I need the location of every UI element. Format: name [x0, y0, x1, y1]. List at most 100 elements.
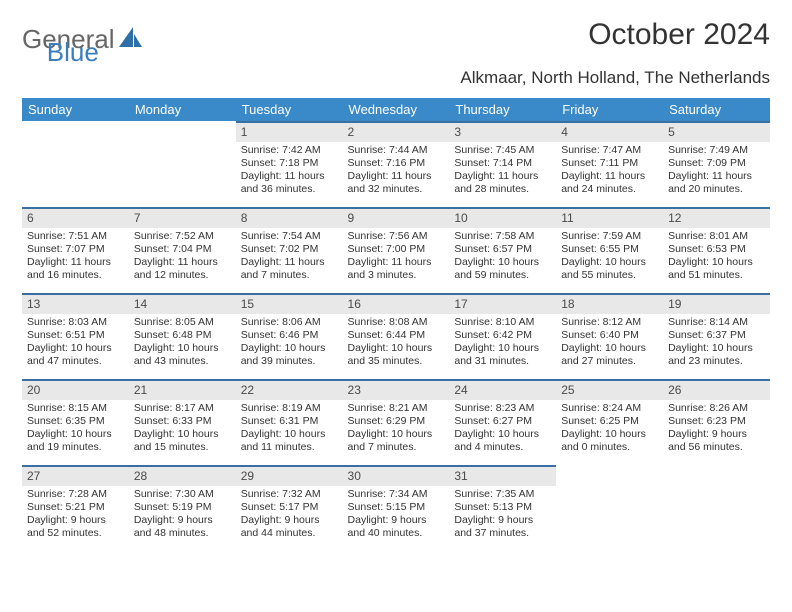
sunrise-line: Sunrise: 7:45 AM — [454, 144, 551, 157]
daylight-line: Daylight: 10 hours and 35 minutes. — [348, 342, 445, 368]
calendar-day-cell: 7Sunrise: 7:52 AMSunset: 7:04 PMDaylight… — [129, 207, 236, 293]
sunset-line: Sunset: 6:55 PM — [561, 243, 658, 256]
sunrise-line: Sunrise: 7:51 AM — [27, 230, 124, 243]
sunrise-line: Sunrise: 8:12 AM — [561, 316, 658, 329]
sunset-line: Sunset: 7:00 PM — [348, 243, 445, 256]
weekday-header: Sunday — [22, 98, 129, 121]
day-number: 5 — [663, 121, 770, 142]
sunset-line: Sunset: 6:44 PM — [348, 329, 445, 342]
calendar-day-cell: 22Sunrise: 8:19 AMSunset: 6:31 PMDayligh… — [236, 379, 343, 465]
daylight-line: Daylight: 10 hours and 23 minutes. — [668, 342, 765, 368]
calendar-day-cell: 23 Sunrise: 8:21 AMSunset: 6:29 PMDayligh… — [343, 379, 450, 465]
page-title: October 2024 — [588, 18, 770, 52]
sunset-line: Sunset: 7:18 PM — [241, 157, 338, 170]
calendar-day-cell: 24Sunrise: 8:23 AMSunset: 6:27 PMDayligh… — [449, 379, 556, 465]
sunrise-line: Sunrise: 8:17 AM — [134, 402, 231, 415]
weekday-header: Tuesday — [236, 98, 343, 121]
daylight-line: Daylight: 10 hours and 0 minutes. — [561, 428, 658, 454]
calendar-day-cell: 20Sunrise: 8:15 AMSunset: 6:35 PMDayligh… — [22, 379, 129, 465]
sunrise-line: Sunrise: 7:30 AM — [134, 488, 231, 501]
day-details: Sunrise: 8:23 AMSunset: 6:27 PMDaylight:… — [449, 400, 556, 459]
calendar-day-cell: 18Sunrise: 8:12 AMSunset: 6:40 PMDayligh… — [556, 293, 663, 379]
calendar-day-cell: 26Sunrise: 8:26 AMSunset: 6:23 PMDayligh… — [663, 379, 770, 465]
weekday-header: Thursday — [449, 98, 556, 121]
day-number: 16 — [343, 293, 450, 314]
day-details: Sunrise: 7:49 AMSunset: 7:09 PMDaylight:… — [663, 142, 770, 201]
day-number: 30 — [343, 465, 450, 486]
day-number: 23 — [343, 379, 450, 400]
sunset-line: Sunset: 6:42 PM — [454, 329, 551, 342]
logo-sail-icon — [119, 27, 143, 49]
day-number: 27 — [22, 465, 129, 486]
calendar-day-cell: 31Sunrise: 7:35 AMSunset: 5:13 PMDayligh… — [449, 465, 556, 551]
day-details: Sunrise: 8:03 AMSunset: 6:51 PMDaylight:… — [22, 314, 129, 373]
sunset-line: Sunset: 7:11 PM — [561, 157, 658, 170]
calendar-body: ....1Sunrise: 7:42 AMSunset: 7:18 PMDayl… — [22, 121, 770, 551]
sunset-line: Sunset: 6:35 PM — [27, 415, 124, 428]
daylight-line: Daylight: 10 hours and 15 minutes. — [134, 428, 231, 454]
calendar-day-cell: .. — [663, 465, 770, 551]
day-number: 17 — [449, 293, 556, 314]
sunset-line: Sunset: 6:29 PM — [348, 415, 445, 428]
sunrise-line: Sunrise: 7:42 AM — [241, 144, 338, 157]
sunset-line: Sunset: 7:09 PM — [668, 157, 765, 170]
calendar-day-cell: 16Sunrise: 8:08 AMSunset: 6:44 PMDayligh… — [343, 293, 450, 379]
sunrise-line: Sunrise: 8:14 AM — [668, 316, 765, 329]
weekday-header: Friday — [556, 98, 663, 121]
day-number: 15 — [236, 293, 343, 314]
sunrise-line: Sunrise: 7:54 AM — [241, 230, 338, 243]
calendar-day-cell: 14Sunrise: 8:05 AMSunset: 6:48 PMDayligh… — [129, 293, 236, 379]
calendar-table: SundayMondayTuesdayWednesdayThursdayFrid… — [22, 98, 770, 551]
logo-text-blue: Blue — [47, 37, 99, 68]
day-details: Sunrise: 7:34 AMSunset: 5:15 PMDaylight:… — [343, 486, 450, 545]
sunset-line: Sunset: 6:40 PM — [561, 329, 658, 342]
location-subtitle: Alkmaar, North Holland, The Netherlands — [22, 68, 770, 88]
calendar-week-row: 27Sunrise: 7:28 AMSunset: 5:21 PMDayligh… — [22, 465, 770, 551]
sunrise-line: Sunrise: 7:49 AM — [668, 144, 765, 157]
sunrise-line: Sunrise: 8:05 AM — [134, 316, 231, 329]
daylight-line: Daylight: 10 hours and 55 minutes. — [561, 256, 658, 282]
sunset-line: Sunset: 7:16 PM — [348, 157, 445, 170]
day-details: Sunrise: 7:28 AMSunset: 5:21 PMDaylight:… — [22, 486, 129, 545]
day-details: Sunrise: 7:42 AMSunset: 7:18 PMDaylight:… — [236, 142, 343, 201]
day-details: Sunrise: 7:58 AMSunset: 6:57 PMDaylight:… — [449, 228, 556, 287]
day-number: 20 — [22, 379, 129, 400]
sunset-line: Sunset: 6:25 PM — [561, 415, 658, 428]
weekday-header: Monday — [129, 98, 236, 121]
calendar-day-cell: 15Sunrise: 8:06 AMSunset: 6:46 PMDayligh… — [236, 293, 343, 379]
day-details: Sunrise: 8:15 AMSunset: 6:35 PMDaylight:… — [22, 400, 129, 459]
sunset-line: Sunset: 6:46 PM — [241, 329, 338, 342]
sunrise-line: Sunrise: 7:35 AM — [454, 488, 551, 501]
sunset-line: Sunset: 6:57 PM — [454, 243, 551, 256]
sunrise-line: Sunrise: 8:06 AM — [241, 316, 338, 329]
day-number: 8 — [236, 207, 343, 228]
day-number: 21 — [129, 379, 236, 400]
sunset-line: Sunset: 7:04 PM — [134, 243, 231, 256]
day-number: 3 — [449, 121, 556, 142]
sunset-line: Sunset: 6:27 PM — [454, 415, 551, 428]
day-details: Sunrise: 7:44 AMSunset: 7:16 PMDaylight:… — [343, 142, 450, 201]
daylight-line: Daylight: 10 hours and 47 minutes. — [27, 342, 124, 368]
day-number: 29 — [236, 465, 343, 486]
day-number: 28 — [129, 465, 236, 486]
day-details: Sunrise: 7:30 AMSunset: 5:19 PMDaylight:… — [129, 486, 236, 545]
sunrise-line: Sunrise: 7:28 AM — [27, 488, 124, 501]
calendar-day-cell: 3Sunrise: 7:45 AMSunset: 7:14 PMDaylight… — [449, 121, 556, 207]
weekday-header: Saturday — [663, 98, 770, 121]
daylight-line: Daylight: 11 hours and 28 minutes. — [454, 170, 551, 196]
daylight-line: Daylight: 10 hours and 31 minutes. — [454, 342, 551, 368]
daylight-line: Daylight: 10 hours and 7 minutes. — [348, 428, 445, 454]
calendar-day-cell: 5Sunrise: 7:49 AMSunset: 7:09 PMDaylight… — [663, 121, 770, 207]
sunrise-line: Sunrise: 8:21 AM — [348, 402, 445, 415]
sunrise-line: Sunrise: 7:44 AM — [348, 144, 445, 157]
day-number: 12 — [663, 207, 770, 228]
day-number: 18 — [556, 293, 663, 314]
sunrise-line: Sunrise: 8:15 AM — [27, 402, 124, 415]
calendar-day-cell: .. — [129, 121, 236, 207]
day-details: Sunrise: 7:54 AMSunset: 7:02 PMDaylight:… — [236, 228, 343, 287]
sunset-line: Sunset: 5:17 PM — [241, 501, 338, 514]
day-details: Sunrise: 7:35 AMSunset: 5:13 PMDaylight:… — [449, 486, 556, 545]
day-details: Sunrise: 7:51 AMSunset: 7:07 PMDaylight:… — [22, 228, 129, 287]
daylight-line: Daylight: 10 hours and 43 minutes. — [134, 342, 231, 368]
sunset-line: Sunset: 6:48 PM — [134, 329, 231, 342]
